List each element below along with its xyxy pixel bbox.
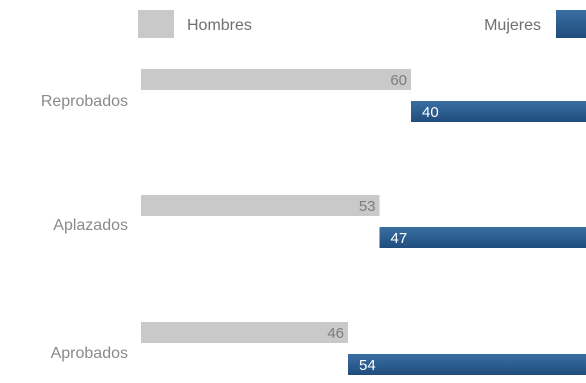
bar-hombres-reprobados <box>141 69 411 90</box>
bar-mujeres-aprobados <box>348 354 586 375</box>
category-labels: Reprobados Aplazados Aprobados <box>41 93 128 362</box>
legend-label-mujeres: Mujeres <box>484 17 541 34</box>
bar-mujeres-reprobados <box>411 101 586 122</box>
value-label-hombres-aprobados: 46 <box>327 325 344 342</box>
legend: Hombres Mujeres <box>138 10 586 38</box>
legend-label-hombres: Hombres <box>187 17 252 34</box>
bar-hombres-aprobados <box>141 322 348 343</box>
value-label-mujeres-reprobados: 40 <box>422 104 439 121</box>
data-labels: 60 40 53 47 46 54 <box>327 72 438 374</box>
value-label-hombres-reprobados: 60 <box>390 72 407 89</box>
bar-hombres-aplazados <box>141 195 380 216</box>
category-label-aprobados: Aprobados <box>51 345 128 362</box>
bar-mujeres-aplazados <box>379 227 586 248</box>
bars <box>141 69 586 375</box>
value-label-hombres-aplazados: 53 <box>359 198 376 215</box>
legend-swatch-hombres <box>138 10 174 38</box>
value-label-mujeres-aprobados: 54 <box>359 357 376 374</box>
legend-swatch-mujeres <box>556 10 586 38</box>
value-label-mujeres-aplazados: 47 <box>391 230 408 247</box>
category-label-aplazados: Aplazados <box>53 217 128 234</box>
category-label-reprobados: Reprobados <box>41 93 128 110</box>
